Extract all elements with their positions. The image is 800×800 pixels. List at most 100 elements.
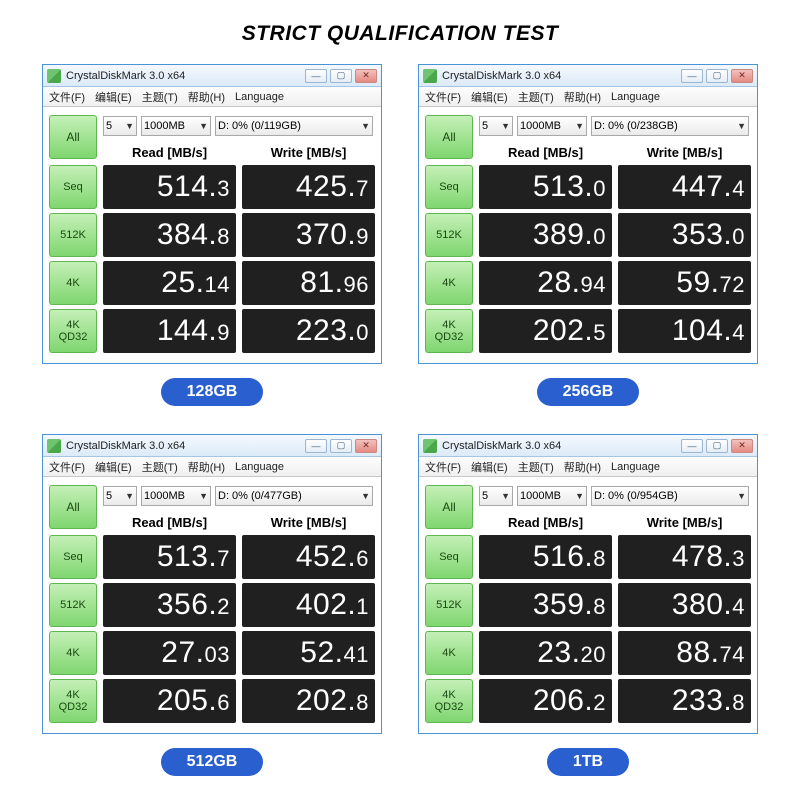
app-window: CrystalDiskMark 3.0 x64—▢✕文件(F)编辑(E)主题(T… [418, 434, 758, 734]
write-value: 202.8 [242, 679, 375, 723]
benchmark-panel: CrystalDiskMark 3.0 x64—▢✕文件(F)编辑(E)主题(T… [418, 434, 758, 776]
menu-item[interactable]: 主题(T) [142, 89, 178, 105]
write-value: 425.7 [242, 165, 375, 209]
runs-select[interactable]: 5▼ [479, 116, 513, 136]
close-button[interactable]: ✕ [731, 69, 753, 83]
test-row-button[interactable]: 4KQD32 [425, 679, 473, 723]
read-value: 384.8 [103, 213, 236, 257]
test-row-button[interactable]: 4KQD32 [49, 679, 97, 723]
menu-item[interactable]: 主题(T) [142, 459, 178, 475]
chevron-down-icon: ▼ [575, 121, 584, 131]
test-row-button[interactable]: Seq [49, 535, 97, 579]
write-value: 478.3 [618, 535, 751, 579]
size-select[interactable]: 1000MB▼ [141, 116, 211, 136]
menu-item[interactable]: 主题(T) [518, 459, 554, 475]
chevron-down-icon: ▼ [737, 121, 746, 131]
run-all-button[interactable]: All [425, 485, 473, 529]
menu-item[interactable]: Language [611, 461, 660, 473]
drive-select[interactable]: D: 0% (0/238GB)▼ [591, 116, 749, 136]
app-icon [47, 69, 61, 83]
menu-item[interactable]: 编辑(E) [95, 459, 132, 475]
test-row-button[interactable]: Seq [425, 535, 473, 579]
runs-select[interactable]: 5▼ [103, 486, 137, 506]
benchmark-content: All5▼1000MB▼D: 0% (0/238GB)▼Read [MB/s]W… [419, 107, 757, 363]
chevron-down-icon: ▼ [125, 491, 134, 501]
menu-item[interactable]: 文件(F) [425, 459, 461, 475]
test-row-button[interactable]: 4K [49, 261, 97, 305]
menu-item[interactable]: 文件(F) [425, 89, 461, 105]
menu-item[interactable]: 文件(F) [49, 459, 85, 475]
minimize-button[interactable]: — [305, 69, 327, 83]
benchmark-content: All5▼1000MB▼D: 0% (0/954GB)▼Read [MB/s]W… [419, 477, 757, 733]
menu-item[interactable]: 帮助(H) [188, 89, 225, 105]
read-value: 516.8 [479, 535, 612, 579]
drive-select[interactable]: D: 0% (0/119GB)▼ [215, 116, 373, 136]
chevron-down-icon: ▼ [361, 121, 370, 131]
test-row-button[interactable]: Seq [425, 165, 473, 209]
menu-item[interactable]: 帮助(H) [188, 459, 225, 475]
capacity-badge: 128GB [161, 378, 264, 406]
read-value: 144.9 [103, 309, 236, 353]
read-value: 25.14 [103, 261, 236, 305]
maximize-button[interactable]: ▢ [706, 439, 728, 453]
test-row-button[interactable]: 512K [49, 583, 97, 627]
menu-item[interactable]: Language [235, 91, 284, 103]
drive-select[interactable]: D: 0% (0/954GB)▼ [591, 486, 749, 506]
menu-item[interactable]: 编辑(E) [471, 459, 508, 475]
write-value: 452.6 [242, 535, 375, 579]
run-all-button[interactable]: All [49, 485, 97, 529]
test-row-button[interactable]: 4KQD32 [425, 309, 473, 353]
menu-item[interactable]: 帮助(H) [564, 89, 601, 105]
run-all-button[interactable]: All [425, 115, 473, 159]
runs-select[interactable]: 5▼ [479, 486, 513, 506]
menu-item[interactable]: Language [611, 91, 660, 103]
test-row-button[interactable]: 4KQD32 [49, 309, 97, 353]
drive-select[interactable]: D: 0% (0/477GB)▼ [215, 486, 373, 506]
maximize-button[interactable]: ▢ [330, 69, 352, 83]
close-button[interactable]: ✕ [731, 439, 753, 453]
test-row-button[interactable]: 4K [425, 261, 473, 305]
menubar: 文件(F) 编辑(E) 主题(T) 帮助(H) Language [419, 457, 757, 477]
chevron-down-icon: ▼ [501, 491, 510, 501]
maximize-button[interactable]: ▢ [330, 439, 352, 453]
chevron-down-icon: ▼ [199, 491, 208, 501]
write-value: 104.4 [618, 309, 751, 353]
read-value: 514.3 [103, 165, 236, 209]
test-row-button[interactable]: 512K [49, 213, 97, 257]
menu-item[interactable]: 文件(F) [49, 89, 85, 105]
test-row-button[interactable]: 512K [425, 583, 473, 627]
menu-item[interactable]: Language [235, 461, 284, 473]
runs-select[interactable]: 5▼ [103, 116, 137, 136]
minimize-button[interactable]: — [681, 439, 703, 453]
minimize-button[interactable]: — [681, 69, 703, 83]
run-all-button[interactable]: All [49, 115, 97, 159]
benchmark-content: All5▼1000MB▼D: 0% (0/119GB)▼Read [MB/s]W… [43, 107, 381, 363]
close-button[interactable]: ✕ [355, 439, 377, 453]
size-select[interactable]: 1000MB▼ [517, 116, 587, 136]
menu-item[interactable]: 主题(T) [518, 89, 554, 105]
test-row-button[interactable]: 4K [49, 631, 97, 675]
menu-item[interactable]: 编辑(E) [95, 89, 132, 105]
window-title: CrystalDiskMark 3.0 x64 [66, 440, 305, 452]
chevron-down-icon: ▼ [199, 121, 208, 131]
read-value: 513.0 [479, 165, 612, 209]
maximize-button[interactable]: ▢ [706, 69, 728, 83]
size-select[interactable]: 1000MB▼ [141, 486, 211, 506]
menubar: 文件(F) 编辑(E) 主题(T) 帮助(H) Language [419, 87, 757, 107]
menu-item[interactable]: 帮助(H) [564, 459, 601, 475]
read-value: 28.94 [479, 261, 612, 305]
write-value: 52.41 [242, 631, 375, 675]
test-row-button[interactable]: 512K [425, 213, 473, 257]
test-row-button[interactable]: 4K [425, 631, 473, 675]
read-header: Read [MB/s] [103, 515, 236, 530]
menu-item[interactable]: 编辑(E) [471, 89, 508, 105]
close-button[interactable]: ✕ [355, 69, 377, 83]
write-value: 380.4 [618, 583, 751, 627]
benchmark-panel: CrystalDiskMark 3.0 x64—▢✕文件(F)编辑(E)主题(T… [418, 64, 758, 406]
size-select[interactable]: 1000MB▼ [517, 486, 587, 506]
write-header: Write [MB/s] [618, 145, 751, 160]
write-value: 81.96 [242, 261, 375, 305]
minimize-button[interactable]: — [305, 439, 327, 453]
test-row-button[interactable]: Seq [49, 165, 97, 209]
chevron-down-icon: ▼ [125, 121, 134, 131]
